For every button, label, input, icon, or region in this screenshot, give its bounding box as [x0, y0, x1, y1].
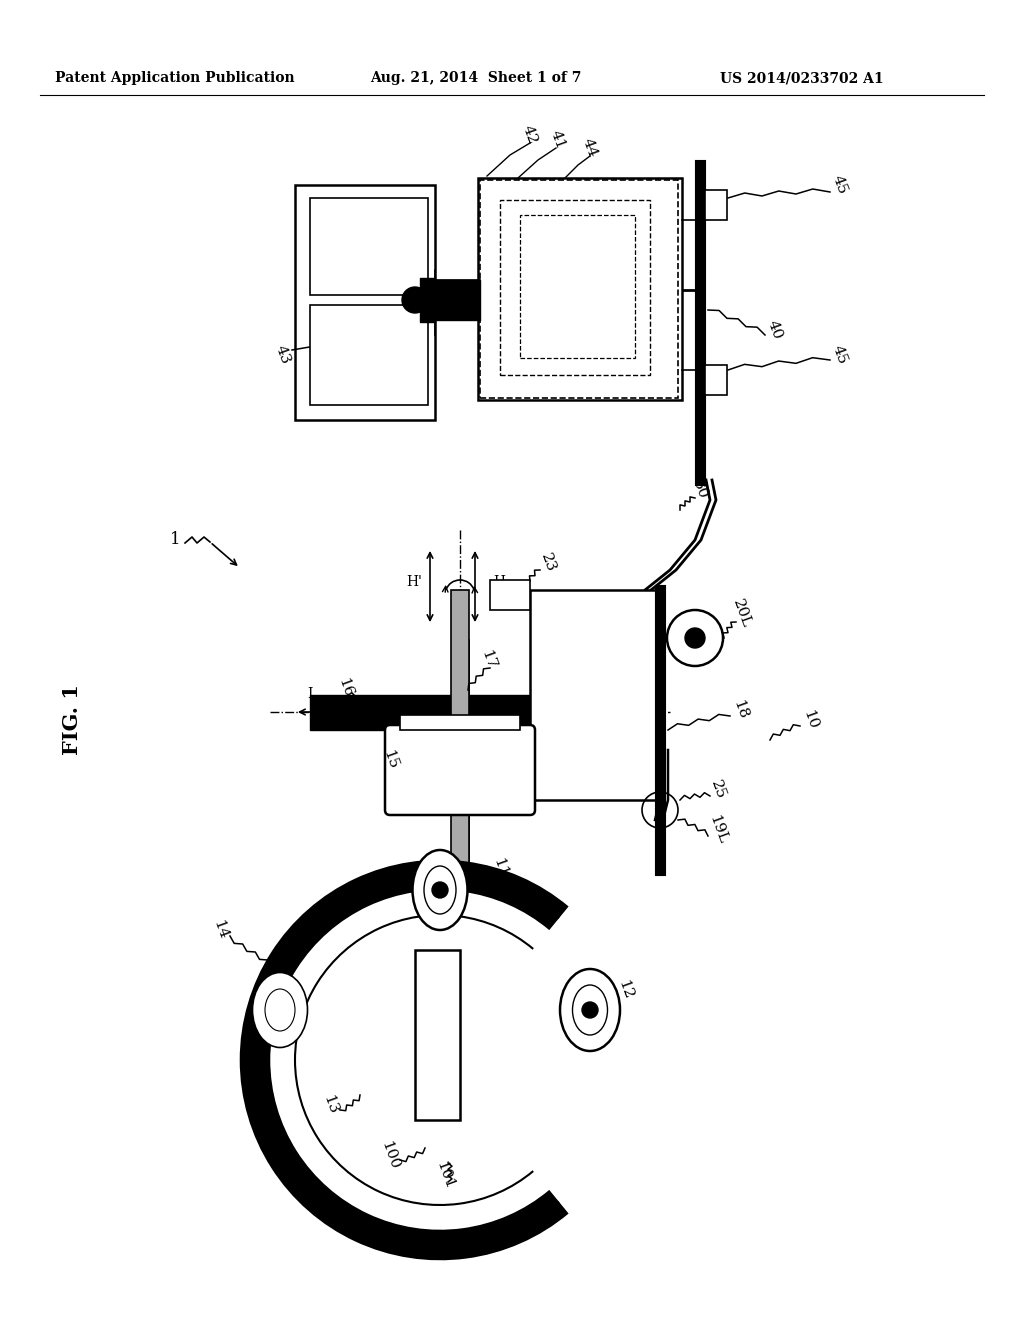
Bar: [530, 590, 660, 800]
Bar: [400, 715, 520, 730]
Text: 43: 43: [273, 343, 293, 367]
Ellipse shape: [572, 985, 607, 1035]
Text: 20L: 20L: [730, 598, 754, 631]
Text: US 2014/0233702 A1: US 2014/0233702 A1: [720, 71, 884, 84]
Text: 11: 11: [490, 857, 510, 879]
Text: 1: 1: [170, 532, 180, 549]
Text: 25: 25: [709, 779, 728, 801]
Ellipse shape: [424, 866, 456, 913]
Bar: [705, 366, 727, 395]
Text: 15: 15: [380, 748, 400, 771]
Text: 14: 14: [210, 919, 230, 941]
Bar: [478, 178, 682, 400]
Text: 12: 12: [615, 978, 635, 1002]
Text: 45: 45: [830, 343, 850, 367]
Bar: [295, 185, 435, 420]
Text: Patent Application Publication: Patent Application Publication: [55, 71, 295, 84]
Text: 100: 100: [379, 1139, 401, 1171]
Text: 30: 30: [690, 479, 710, 502]
Ellipse shape: [413, 850, 468, 931]
Text: 45: 45: [830, 173, 850, 197]
Text: 44: 44: [580, 136, 600, 160]
Text: H': H': [407, 576, 422, 589]
Bar: [490, 579, 530, 610]
Text: 19L: 19L: [707, 813, 730, 846]
Bar: [520, 215, 635, 358]
Bar: [451, 590, 469, 875]
Circle shape: [402, 286, 428, 313]
Text: Aug. 21, 2014  Sheet 1 of 7: Aug. 21, 2014 Sheet 1 of 7: [370, 71, 582, 84]
Text: 23: 23: [538, 552, 558, 574]
Text: 18: 18: [730, 698, 750, 722]
Text: FIG. 1: FIG. 1: [62, 685, 82, 755]
Circle shape: [582, 1002, 598, 1018]
Bar: [310, 198, 428, 294]
Ellipse shape: [265, 989, 295, 1031]
Text: 16: 16: [335, 676, 355, 700]
Text: 42: 42: [520, 124, 540, 147]
Text: L: L: [307, 686, 316, 701]
FancyBboxPatch shape: [385, 725, 535, 814]
Bar: [310, 305, 428, 405]
Text: H: H: [493, 576, 505, 589]
Circle shape: [685, 628, 705, 648]
Text: 41: 41: [548, 128, 568, 152]
Text: 17: 17: [478, 648, 498, 672]
Bar: [705, 190, 727, 220]
Circle shape: [432, 882, 449, 898]
Ellipse shape: [253, 973, 307, 1048]
Ellipse shape: [560, 969, 620, 1051]
Text: 101: 101: [433, 1159, 457, 1191]
Text: 40: 40: [765, 318, 785, 342]
Bar: [500, 201, 650, 375]
Text: 10: 10: [800, 709, 820, 731]
Bar: [480, 180, 678, 399]
Bar: [415, 950, 460, 1119]
Text: 13: 13: [321, 1093, 340, 1117]
